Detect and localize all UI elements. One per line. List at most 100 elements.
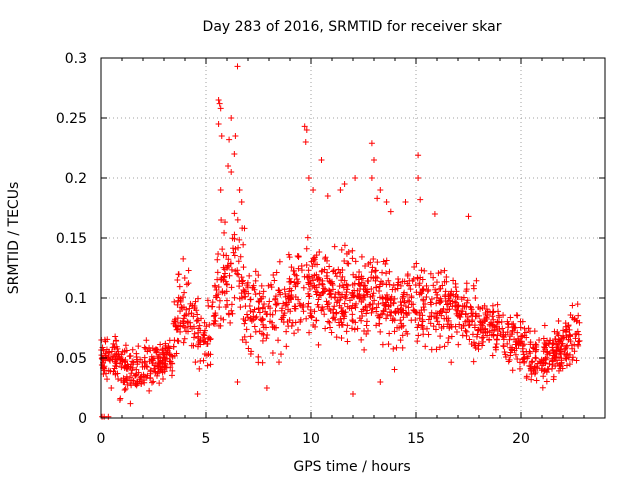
data-point [236,187,243,193]
data-point [463,280,470,287]
data-point [238,290,245,297]
data-point [240,241,247,248]
data-point [398,323,405,330]
data-point [448,333,455,340]
data-point [493,336,500,343]
data-point [539,384,546,391]
data-point [186,305,193,312]
data-point [532,341,539,348]
data-point [207,361,214,368]
data-point [370,256,377,263]
data-point [304,303,311,310]
data-point [468,318,475,325]
data-point [552,354,559,361]
data-point [565,323,572,330]
data-point [558,359,565,366]
data-point [162,361,169,368]
data-points [98,63,583,420]
data-point [394,281,401,288]
data-point [116,353,123,360]
data-point [330,267,337,274]
data-point [235,244,242,251]
data-point [310,187,317,193]
data-point [479,334,485,341]
data-point [475,346,482,353]
data-point [349,311,356,318]
data-point [385,341,392,348]
data-point [135,369,142,376]
data-point [190,323,197,330]
data-point [122,342,129,349]
data-point [431,211,438,217]
data-point [363,318,370,325]
data-point [430,274,437,281]
data-point [177,297,184,304]
data-point [303,127,310,133]
data-point [272,324,279,331]
data-point [415,332,422,339]
data-point [509,367,516,374]
data-point [240,287,247,294]
data-point [486,336,493,343]
data-point [441,278,448,285]
data-point [197,327,204,334]
data-point [183,281,190,288]
data-point [390,315,397,322]
data-point [301,123,308,130]
data-point [410,307,417,314]
data-point [290,267,297,274]
data-point [228,115,235,121]
data-point [453,299,460,306]
data-point [187,300,194,307]
data-point [558,335,565,342]
data-point [171,318,178,325]
data-point [306,293,313,300]
data-point [368,175,375,181]
data-point [471,324,478,331]
data-point [445,334,452,341]
data-point [505,358,512,365]
data-point [271,277,278,284]
data-point [154,370,161,377]
data-point [174,301,181,308]
data-point [451,298,458,305]
data-point [512,324,519,331]
data-point [374,195,381,202]
data-point [259,337,266,344]
data-point [504,340,511,347]
data-point [215,121,222,127]
data-point [458,296,465,303]
data-point [414,324,421,331]
data-point [174,315,181,322]
data-point [225,256,232,263]
data-point [255,359,262,366]
data-point [383,315,390,322]
data-point [318,268,325,275]
data-point [419,276,426,283]
data-point [470,282,477,289]
data-point [361,294,368,301]
data-point [502,351,509,358]
data-point [130,377,137,384]
data-point [528,366,535,373]
data-point [368,285,375,292]
data-point [320,285,327,292]
data-point [329,286,336,293]
data-point [101,336,108,343]
data-point [335,289,342,296]
data-point [379,269,386,276]
data-point [266,298,273,305]
data-point [341,300,348,307]
data-point [279,305,286,312]
data-point [442,288,449,295]
data-point [203,352,210,359]
data-point [205,302,212,309]
data-point [383,281,390,288]
data-point [361,328,368,335]
data-point [148,379,155,386]
data-point [358,279,365,286]
data-point [400,307,407,314]
data-point [326,291,333,298]
data-point [311,256,318,263]
